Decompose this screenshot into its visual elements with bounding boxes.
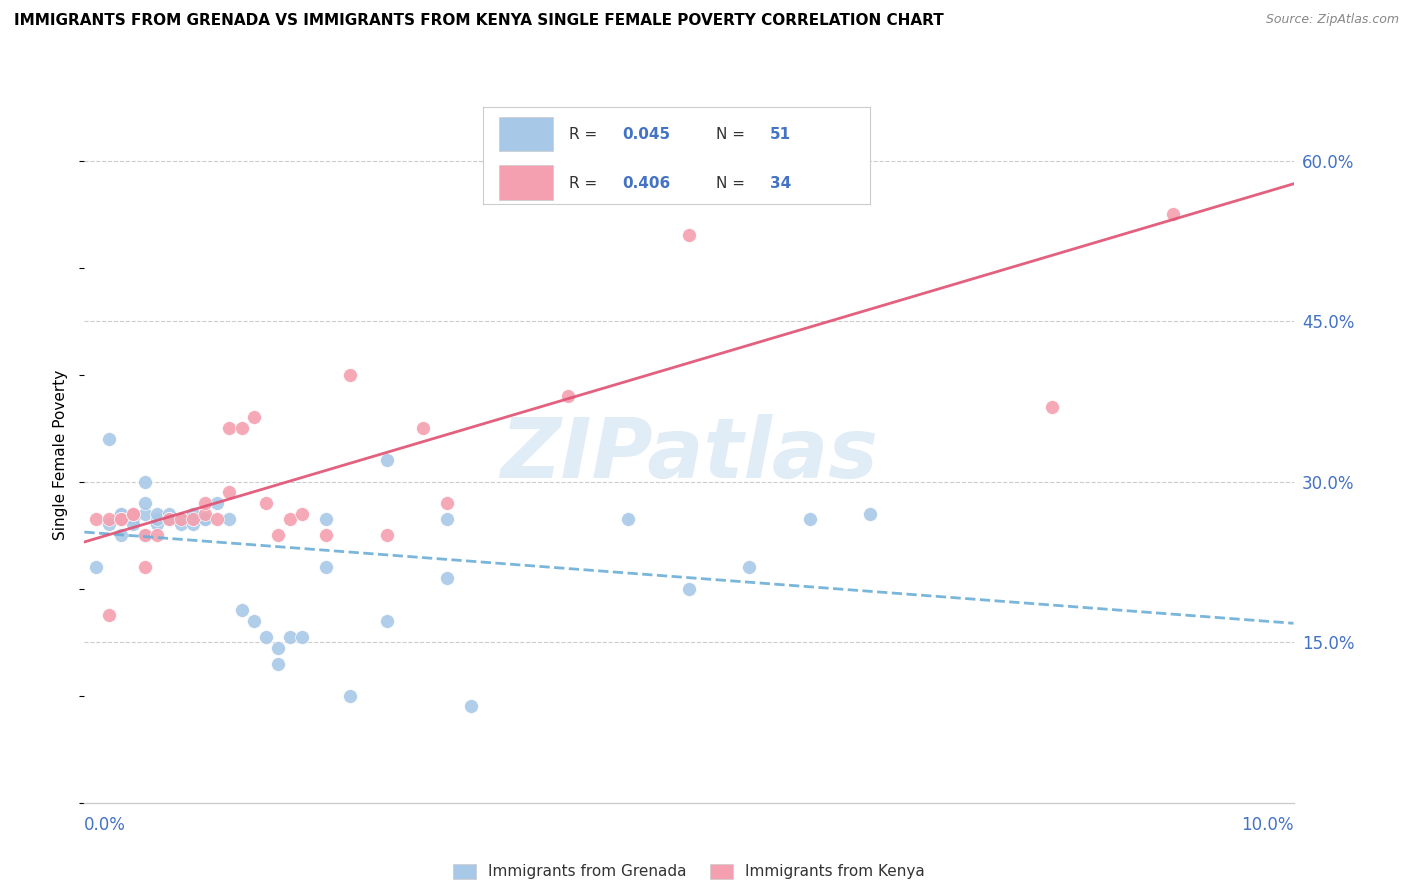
Point [207, 496, 229, 510]
Point [170, 517, 193, 532]
Point [110, 512, 132, 526]
Point [181, 507, 204, 521]
Point [121, 512, 143, 526]
Point [231, 421, 253, 435]
Point [157, 512, 180, 526]
Point [1161, 207, 1184, 221]
Point [134, 496, 156, 510]
Point [146, 507, 169, 521]
Point [157, 512, 180, 526]
Point [1040, 400, 1063, 414]
Point [170, 512, 193, 526]
Y-axis label: Single Female Poverty: Single Female Poverty [53, 370, 69, 540]
Point [339, 368, 361, 382]
Point [110, 528, 132, 542]
Point [121, 507, 143, 521]
Point [315, 528, 337, 542]
Point [110, 507, 132, 521]
Text: 10.0%: 10.0% [1241, 816, 1294, 834]
Point [97, 517, 120, 532]
Point [134, 560, 156, 574]
Point [97, 432, 120, 446]
Point [181, 512, 204, 526]
Point [146, 512, 169, 526]
Point [134, 475, 156, 489]
Point [170, 512, 193, 526]
Point [218, 485, 240, 500]
Point [738, 560, 761, 574]
Point [170, 512, 193, 526]
Point [315, 560, 337, 574]
Point [218, 512, 240, 526]
Point [278, 512, 301, 526]
Point [134, 528, 156, 542]
Point [194, 512, 217, 526]
Point [799, 512, 821, 526]
Point [375, 528, 398, 542]
Point [375, 614, 398, 628]
Point [97, 608, 120, 623]
Point [315, 512, 337, 526]
Point [738, 186, 761, 200]
Point [242, 614, 264, 628]
Point [194, 507, 217, 521]
Point [157, 512, 180, 526]
Point [194, 512, 217, 526]
Point [678, 228, 700, 243]
Point [110, 512, 132, 526]
Point [157, 507, 180, 521]
Point [436, 512, 458, 526]
Point [218, 421, 240, 435]
Point [121, 517, 143, 532]
Text: IMMIGRANTS FROM GRENADA VS IMMIGRANTS FROM KENYA SINGLE FEMALE POVERTY CORRELATI: IMMIGRANTS FROM GRENADA VS IMMIGRANTS FR… [14, 13, 943, 29]
Point [617, 512, 640, 526]
Point [110, 507, 132, 521]
Text: ZIPatlas: ZIPatlas [501, 415, 877, 495]
Point [460, 699, 482, 714]
Point [110, 512, 132, 526]
Point [678, 582, 700, 596]
Point [242, 410, 264, 425]
Point [291, 507, 314, 521]
Point [375, 453, 398, 467]
Point [146, 517, 169, 532]
Point [97, 512, 120, 526]
Point [291, 630, 314, 644]
Point [339, 689, 361, 703]
Point [267, 640, 290, 655]
Point [436, 571, 458, 585]
Point [412, 421, 434, 435]
Point [134, 528, 156, 542]
Point [207, 512, 229, 526]
Point [278, 630, 301, 644]
Legend: Immigrants from Grenada, Immigrants from Kenya: Immigrants from Grenada, Immigrants from… [447, 857, 931, 886]
Point [181, 512, 204, 526]
Point [231, 603, 253, 617]
Point [181, 517, 204, 532]
Text: Source: ZipAtlas.com: Source: ZipAtlas.com [1265, 13, 1399, 27]
Text: 0.0%: 0.0% [84, 816, 127, 834]
Point [267, 657, 290, 671]
Point [121, 507, 143, 521]
Point [121, 512, 143, 526]
Point [134, 507, 156, 521]
Point [267, 528, 290, 542]
Point [86, 560, 108, 574]
Point [254, 630, 277, 644]
Point [86, 512, 108, 526]
Point [254, 496, 277, 510]
Point [194, 512, 217, 526]
Point [859, 507, 882, 521]
Point [436, 496, 458, 510]
Point [146, 528, 169, 542]
Point [557, 389, 579, 403]
Point [194, 496, 217, 510]
